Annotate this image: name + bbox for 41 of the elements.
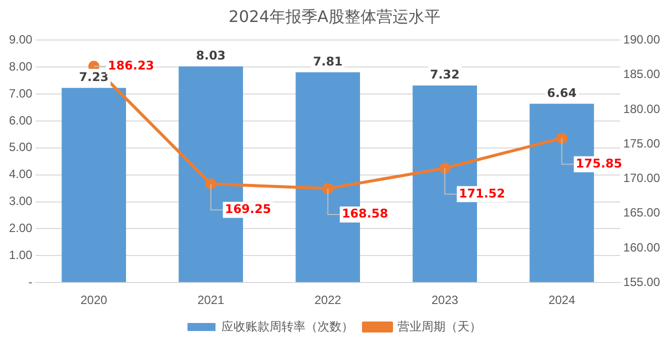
y-tick-label: 8.00	[8, 59, 33, 74]
y2-tick-label: 155.00	[623, 274, 660, 289]
data-label: 7.81	[313, 54, 343, 68]
data-label: 186.23	[108, 58, 154, 72]
y-tick-label: 9.00	[8, 32, 33, 47]
x-tick-label: 2023	[431, 293, 458, 308]
point	[556, 132, 568, 144]
y2-tick-label: 170.00	[623, 171, 660, 186]
bar	[62, 88, 126, 282]
data-label: 8.03	[196, 48, 226, 62]
y-tick-label: 2.00	[8, 221, 33, 236]
y-tick-label: 7.00	[8, 86, 33, 100]
chart-title: 2024年报季A股整体营运水平	[228, 6, 442, 28]
x-tick-label: 2022	[314, 293, 342, 308]
y2-tick-label: 165.00	[623, 206, 660, 220]
y-tick-label: 3.00	[8, 194, 33, 208]
y2-tick-label: 175.00	[623, 136, 660, 150]
point	[205, 178, 216, 190]
y-tick-label: 4.00	[8, 167, 33, 182]
point	[439, 162, 450, 174]
y2-tick-label: 190.00	[623, 32, 660, 47]
data-label: 169.25	[224, 202, 272, 216]
y2-tick-label: 180.00	[623, 102, 660, 116]
y2-tick-label: 160.00	[623, 240, 660, 254]
x-tick-label: 2020	[80, 293, 108, 308]
data-label: 171.52	[458, 186, 506, 200]
data-label: 168.58	[342, 206, 388, 221]
x-tick-label: 2021	[197, 293, 225, 308]
legend-label: 营业周期（天）	[398, 319, 482, 334]
y-tick-label: -	[28, 274, 32, 289]
y-tick-label: 1.00	[8, 248, 33, 262]
y-tick-label: 5.00	[8, 140, 33, 154]
data-label: 7.32	[430, 68, 460, 82]
y2-tick-label: 185.00	[623, 67, 660, 82]
legend-label: 应收账款周转率（次数）	[222, 319, 354, 334]
y-tick-label: 6.00	[8, 113, 33, 128]
point	[322, 183, 334, 194]
data-label: 175.85	[576, 156, 622, 170]
data-label: 6.64	[547, 86, 577, 100]
x-tick-label: 2024	[548, 293, 576, 308]
data-label: 7.23	[79, 70, 109, 84]
